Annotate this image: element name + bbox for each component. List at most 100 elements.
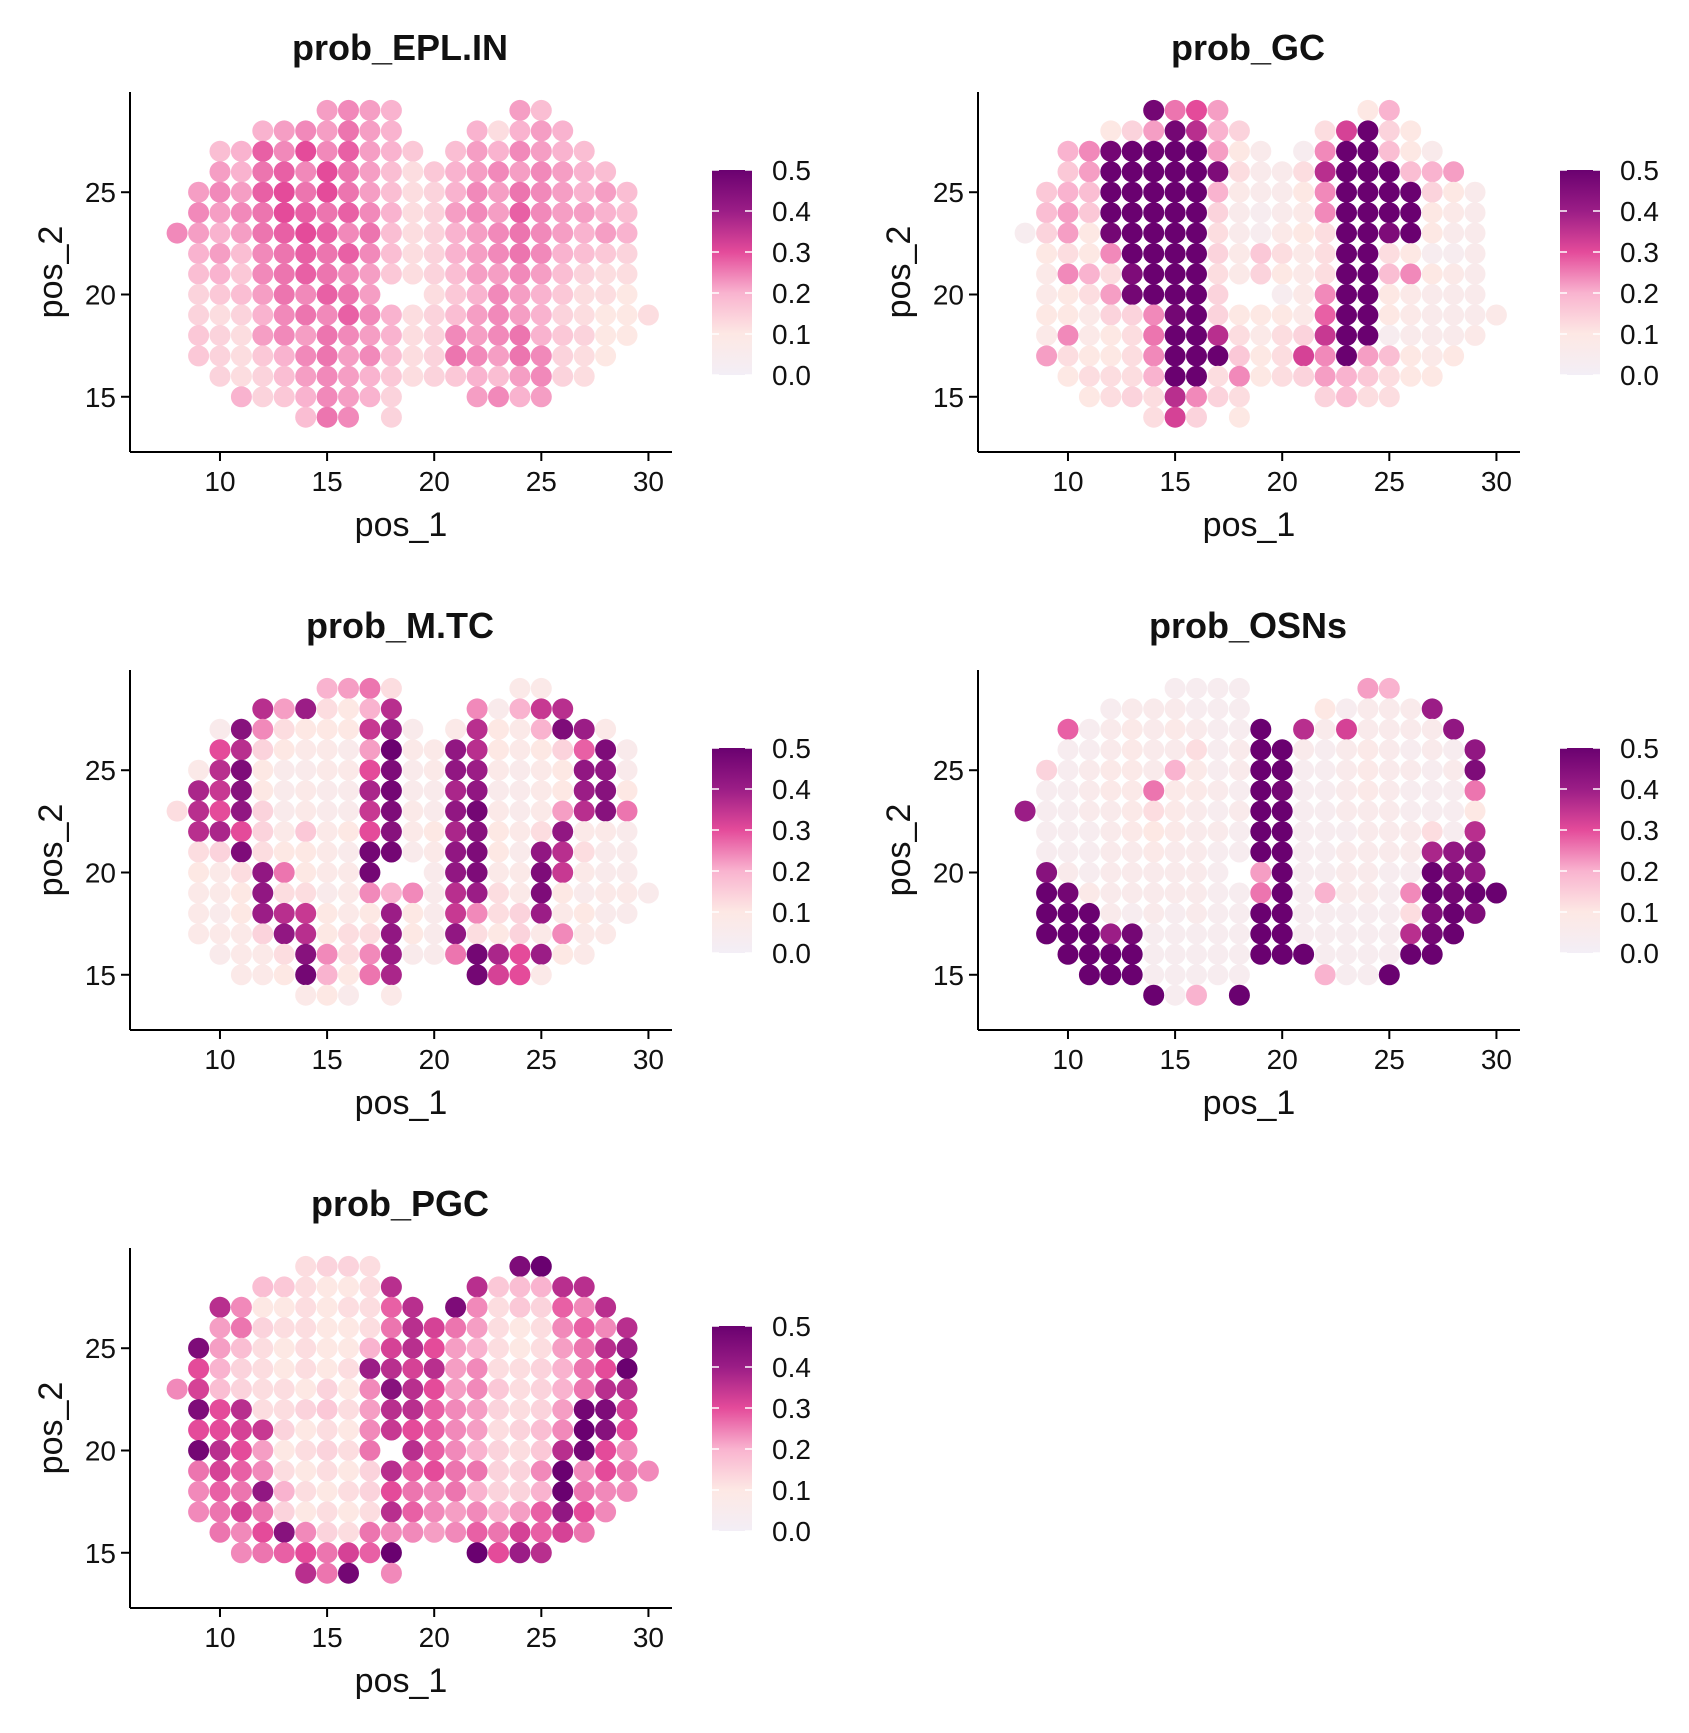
data-point xyxy=(338,202,359,224)
data-point xyxy=(1336,800,1357,822)
data-point xyxy=(445,739,467,761)
data-point xyxy=(466,1521,488,1543)
data-point xyxy=(359,718,381,740)
data-point xyxy=(1357,964,1379,986)
data-point xyxy=(1250,718,1272,740)
data-point xyxy=(1357,345,1379,367)
data-point xyxy=(402,943,424,965)
data-point xyxy=(1207,324,1229,346)
data-point xyxy=(1207,677,1229,699)
data-point xyxy=(359,222,381,244)
data-point xyxy=(445,263,467,285)
data-point xyxy=(209,345,231,367)
data-point xyxy=(466,964,488,986)
data-point xyxy=(273,365,295,387)
x-axis-label: pos_1 xyxy=(355,506,448,544)
data-point xyxy=(1078,780,1100,802)
data-point xyxy=(1464,739,1486,761)
x-axis-label: pos_1 xyxy=(355,1084,448,1122)
colorbar-legend: 0.5 0.4 0.3 0.2 0.1 0.0 xyxy=(1560,733,1659,969)
data-point xyxy=(1078,161,1100,183)
data-point xyxy=(1036,780,1058,802)
data-point xyxy=(1143,780,1165,802)
x-tick-label: 15 xyxy=(312,466,343,497)
data-point xyxy=(616,222,638,244)
data-point xyxy=(338,304,359,326)
data-point xyxy=(466,1296,488,1318)
data-point xyxy=(188,1337,210,1359)
data-point xyxy=(295,902,317,924)
data-point xyxy=(488,882,509,904)
data-point xyxy=(1271,821,1293,843)
data-point xyxy=(295,1562,317,1584)
data-point xyxy=(616,1480,638,1502)
data-point xyxy=(1336,243,1357,265)
data-point xyxy=(509,800,531,822)
data-point xyxy=(230,1317,252,1339)
data-point xyxy=(1293,923,1315,945)
data-point xyxy=(295,202,317,224)
data-point xyxy=(530,1358,552,1380)
data-point xyxy=(445,284,467,305)
data-point xyxy=(380,698,402,720)
data-point xyxy=(466,800,488,822)
data-point xyxy=(423,1501,445,1523)
data-point xyxy=(1336,902,1357,924)
data-point xyxy=(273,1337,295,1359)
data-point xyxy=(423,882,445,904)
data-point xyxy=(1143,284,1165,305)
data-point xyxy=(530,1480,552,1502)
data-point xyxy=(552,1378,574,1400)
data-point xyxy=(1100,841,1122,863)
data-point xyxy=(166,800,188,822)
data-point xyxy=(1400,841,1422,863)
data-point xyxy=(359,120,381,142)
data-point xyxy=(1207,181,1229,203)
data-point xyxy=(230,841,252,863)
data-point xyxy=(1357,99,1379,121)
data-point xyxy=(230,304,252,326)
data-point xyxy=(359,181,381,203)
data-point xyxy=(530,1378,552,1400)
colorbar-legend: 0.5 0.4 0.3 0.2 0.1 0.0 xyxy=(712,733,811,969)
data-point xyxy=(1164,386,1186,408)
data-point xyxy=(1057,181,1079,203)
data-point xyxy=(1143,821,1165,843)
data-point xyxy=(530,1276,552,1298)
data-point xyxy=(423,1337,445,1359)
data-point xyxy=(616,882,638,904)
data-point xyxy=(402,718,424,740)
data-point xyxy=(1100,140,1122,162)
data-point xyxy=(252,759,274,781)
data-point xyxy=(1378,923,1400,945)
data-point xyxy=(1314,324,1336,346)
data-point xyxy=(359,902,381,924)
data-point xyxy=(338,222,359,244)
data-point xyxy=(316,140,338,162)
data-point xyxy=(488,365,509,387)
data-point xyxy=(1057,780,1079,802)
data-point xyxy=(1164,99,1186,121)
data-point xyxy=(1121,324,1143,346)
data-point xyxy=(1378,99,1400,121)
data-point xyxy=(273,964,295,986)
data-point xyxy=(1164,821,1186,843)
data-point xyxy=(188,1419,210,1441)
points-layer xyxy=(166,1255,659,1584)
data-point xyxy=(209,862,231,883)
data-point xyxy=(338,386,359,408)
data-point xyxy=(338,324,359,346)
data-point xyxy=(1378,943,1400,965)
data-point xyxy=(573,202,595,224)
data-point xyxy=(209,1419,231,1441)
data-point xyxy=(1100,882,1122,904)
data-point xyxy=(273,243,295,265)
data-point xyxy=(1143,202,1165,224)
data-point xyxy=(466,882,488,904)
data-point xyxy=(273,943,295,965)
data-point xyxy=(1207,140,1229,162)
data-point xyxy=(423,943,445,965)
data-point xyxy=(252,1542,274,1564)
data-point xyxy=(530,365,552,387)
data-point xyxy=(1400,739,1422,761)
